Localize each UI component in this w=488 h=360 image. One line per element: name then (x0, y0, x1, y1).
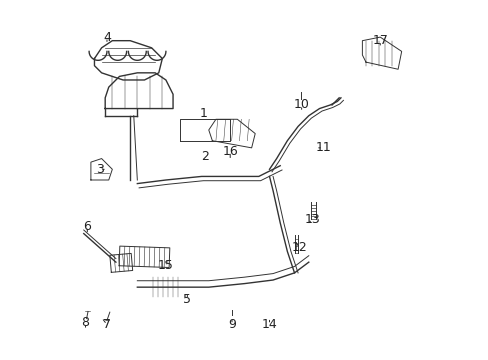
Text: 2: 2 (201, 150, 209, 163)
Text: 12: 12 (291, 241, 307, 255)
Text: 7: 7 (103, 318, 111, 331)
Text: 5: 5 (183, 293, 191, 306)
Text: 13: 13 (304, 213, 320, 226)
Text: 9: 9 (227, 318, 235, 331)
Text: 10: 10 (293, 99, 309, 112)
Text: 8: 8 (81, 316, 89, 329)
Text: 15: 15 (158, 259, 174, 272)
Text: 14: 14 (261, 318, 277, 331)
Text: 16: 16 (222, 145, 238, 158)
Text: 11: 11 (315, 141, 330, 154)
Text: 17: 17 (371, 34, 387, 47)
Text: 1: 1 (199, 107, 207, 120)
Text: 3: 3 (96, 163, 103, 176)
Text: 6: 6 (83, 220, 91, 233)
Text: 4: 4 (103, 31, 111, 44)
